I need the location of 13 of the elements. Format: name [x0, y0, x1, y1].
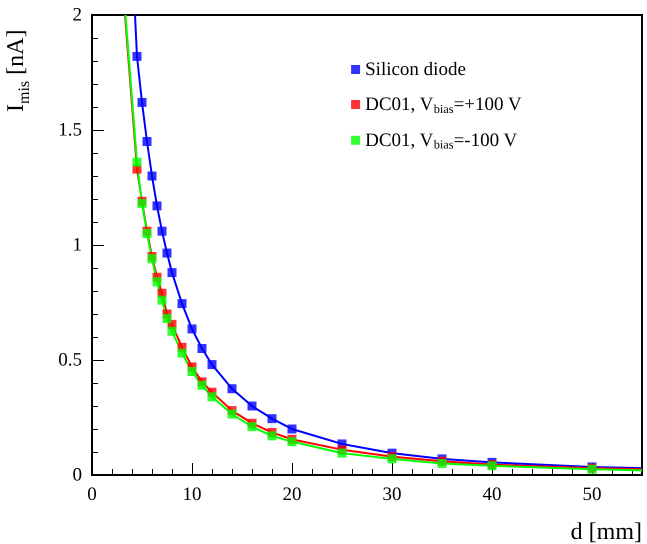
y-tick-label: 0	[72, 464, 82, 486]
y-tick-label: 1.5	[58, 120, 82, 140]
x-tick-label: 0	[87, 484, 97, 505]
y-tick-label: 2	[72, 4, 82, 26]
x-tick-label: 20	[282, 484, 302, 505]
y-tick-label: 1	[72, 234, 82, 256]
legend-label: Silicon diode	[365, 59, 466, 80]
x-tick-label: 50	[582, 484, 602, 505]
y-tick-label: 0.5	[58, 350, 82, 370]
x-tick-label: 40	[482, 484, 502, 505]
x-axis-title: d [mm]	[570, 519, 642, 544]
x-tick-label: 30	[382, 484, 402, 505]
x-tick-label: 10	[182, 484, 202, 505]
